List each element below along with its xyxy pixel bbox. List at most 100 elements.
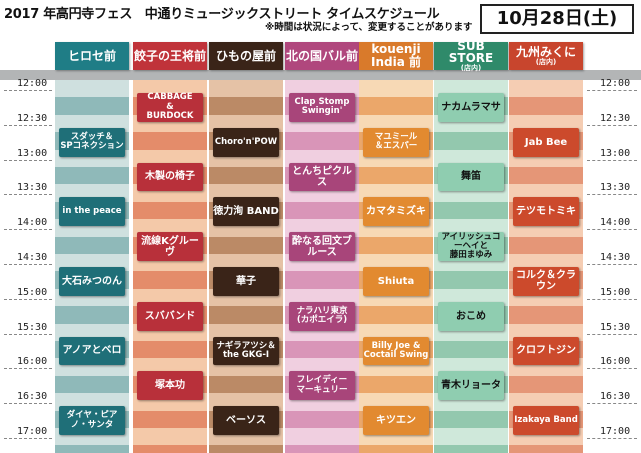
event-block[interactable]: Izakaya Band	[513, 406, 579, 435]
event-block[interactable]: キツエン	[363, 406, 429, 435]
event-block[interactable]: ナギラアツシ＆ the GKG-I	[213, 336, 279, 366]
time-line-right	[587, 438, 637, 439]
event-block[interactable]: マユミール ＆エスパー	[363, 127, 429, 157]
time-line-right	[587, 229, 637, 231]
column-stripe	[434, 132, 508, 150]
venue-column: SUB STORE (店内) ナカムラマサ 舞笛アイリッシュコーヘイと 藤田まゆみ おこ…	[434, 38, 508, 453]
event-block[interactable]: Billy Joe & Coctail Swing	[363, 336, 429, 366]
time-line-left	[4, 194, 52, 196]
time-label-left: 12:00	[17, 78, 48, 89]
column-stripe	[285, 428, 359, 446]
venue-header: 北の国バル前	[285, 42, 359, 70]
event-block[interactable]: 塚本功	[137, 371, 203, 401]
event-block[interactable]: アノアとベロ	[59, 336, 125, 366]
time-line-left	[4, 333, 52, 335]
time-line-right	[587, 403, 637, 405]
header-gray-band	[0, 70, 641, 80]
time-label-right: 15:30	[600, 321, 631, 333]
event-block[interactable]: 青木リョータ	[438, 371, 504, 401]
time-line-left	[4, 438, 52, 439]
event-block[interactable]: 酔なる回文ブルース	[289, 232, 355, 261]
column-stripe	[133, 132, 207, 150]
column-stripe	[55, 97, 129, 115]
time-line-left	[4, 264, 52, 265]
column-stripe	[359, 236, 433, 254]
time-label-left: 13:00	[17, 147, 48, 159]
event-block[interactable]: スババンド	[137, 301, 203, 331]
event-block[interactable]: テツモトミキ	[513, 197, 579, 227]
column-stripe	[285, 132, 359, 150]
schedule-grid: ヒロセ前スダッチ＆ SPコネクション in the peace 大石みつのん アノアと…	[0, 38, 641, 453]
event-block[interactable]: 木製の椅子	[137, 162, 203, 192]
time-label-left: 15:30	[17, 321, 48, 333]
event-block[interactable]: ダイヤ・ピアノ・サンタ	[59, 406, 125, 435]
event-block[interactable]: CABBAGE & BURDOCK	[137, 93, 203, 122]
event-block[interactable]: Choro'n'POW	[213, 127, 279, 157]
event-block[interactable]: コルク＆クラウン	[513, 267, 579, 296]
column-stripe	[285, 341, 359, 359]
venue-name: SUB STORE	[448, 38, 494, 66]
event-block[interactable]: Clap Stomp Swingin'	[289, 93, 355, 122]
time-label-right: 13:30	[600, 182, 631, 194]
venue-header: 餃子の王将前	[133, 42, 207, 70]
column-stripe	[359, 80, 433, 98]
venue-column: kouenji India 前マユミール ＆エスパー カマタミズキ Shiuta Bi…	[359, 40, 433, 453]
venue-sub: (店内)	[535, 57, 557, 66]
venue-column: 九州みくに (店内) Jab Bee テツモトミキ コルク＆クラウン クロフトジン Izak…	[509, 40, 583, 453]
column-stripe	[209, 306, 283, 324]
column-stripe	[209, 445, 283, 453]
event-block[interactable]: 徳力洵 BAND	[213, 197, 279, 227]
column-stripe	[509, 80, 583, 98]
column-stripe	[55, 80, 129, 98]
event-block[interactable]: ベーソス	[213, 406, 279, 435]
event-block[interactable]: とんちピクルス	[289, 162, 355, 192]
venue-header: ひもの屋前	[209, 42, 283, 70]
event-block[interactable]: フレイディー マーキュリー	[289, 371, 355, 401]
column-stripe	[509, 445, 583, 453]
column-stripe	[509, 375, 583, 394]
time-label-right: 16:30	[600, 391, 631, 403]
event-block[interactable]: in the peace	[59, 197, 125, 227]
event-block[interactable]: ナラハリ東京 (カポエイラ)	[289, 301, 355, 331]
column-stripe	[509, 97, 583, 115]
event-block[interactable]: ナカムラマサ	[438, 93, 504, 122]
event-block[interactable]: Jab Bee	[513, 127, 579, 157]
column-stripe	[55, 375, 129, 394]
time-line-right	[587, 264, 637, 265]
event-block[interactable]: Shiuta	[363, 267, 429, 296]
time-line-left	[4, 368, 52, 370]
column-stripe	[359, 97, 433, 115]
time-label-left: 14:30	[17, 252, 48, 263]
schedule-note: ※時間は状況によって、変更することがあります	[265, 22, 473, 33]
venue-sub: (店内)	[460, 63, 482, 72]
time-label-right: 14:30	[600, 252, 631, 263]
column-stripe	[434, 271, 508, 289]
column-stripe	[359, 167, 433, 185]
venue-header: 九州みくに (店内)	[509, 42, 583, 70]
event-block[interactable]: 流線Kグルーヴ	[137, 232, 203, 261]
column-stripe	[133, 410, 207, 428]
column-stripe	[359, 445, 433, 453]
column-stripe	[133, 341, 207, 359]
column-stripe	[434, 410, 508, 428]
column-stripe	[359, 375, 433, 394]
event-block[interactable]: 大石みつのん	[59, 267, 125, 296]
column-stripe	[55, 306, 129, 324]
column-stripe	[509, 236, 583, 254]
event-block[interactable]: 舞笛	[438, 162, 504, 192]
column-stripe	[434, 428, 508, 446]
column-stripe	[133, 201, 207, 220]
venue-name: 九州みくに	[515, 45, 576, 60]
time-label-right: 12:00	[600, 78, 631, 89]
time-line-left	[4, 403, 52, 405]
event-block[interactable]: カマタミズキ	[363, 197, 429, 227]
event-block[interactable]: スダッチ＆ SPコネクション	[59, 127, 125, 157]
time-label-right: 16:00	[600, 356, 631, 368]
event-block[interactable]: 華子	[213, 267, 279, 296]
venue-header: SUB STORE (店内)	[434, 38, 508, 72]
venue-column: 北の国バル前 Clap Stomp Swingin' とんちピクルス 酔なる回文ブルー…	[285, 40, 359, 453]
event-block[interactable]: おこめ	[438, 301, 504, 331]
venue-header: ヒロセ前	[55, 42, 129, 70]
event-block[interactable]: クロフトジン	[513, 336, 579, 366]
event-block[interactable]: アイリッシュコーヘイと 藤田まゆみ	[438, 232, 504, 261]
